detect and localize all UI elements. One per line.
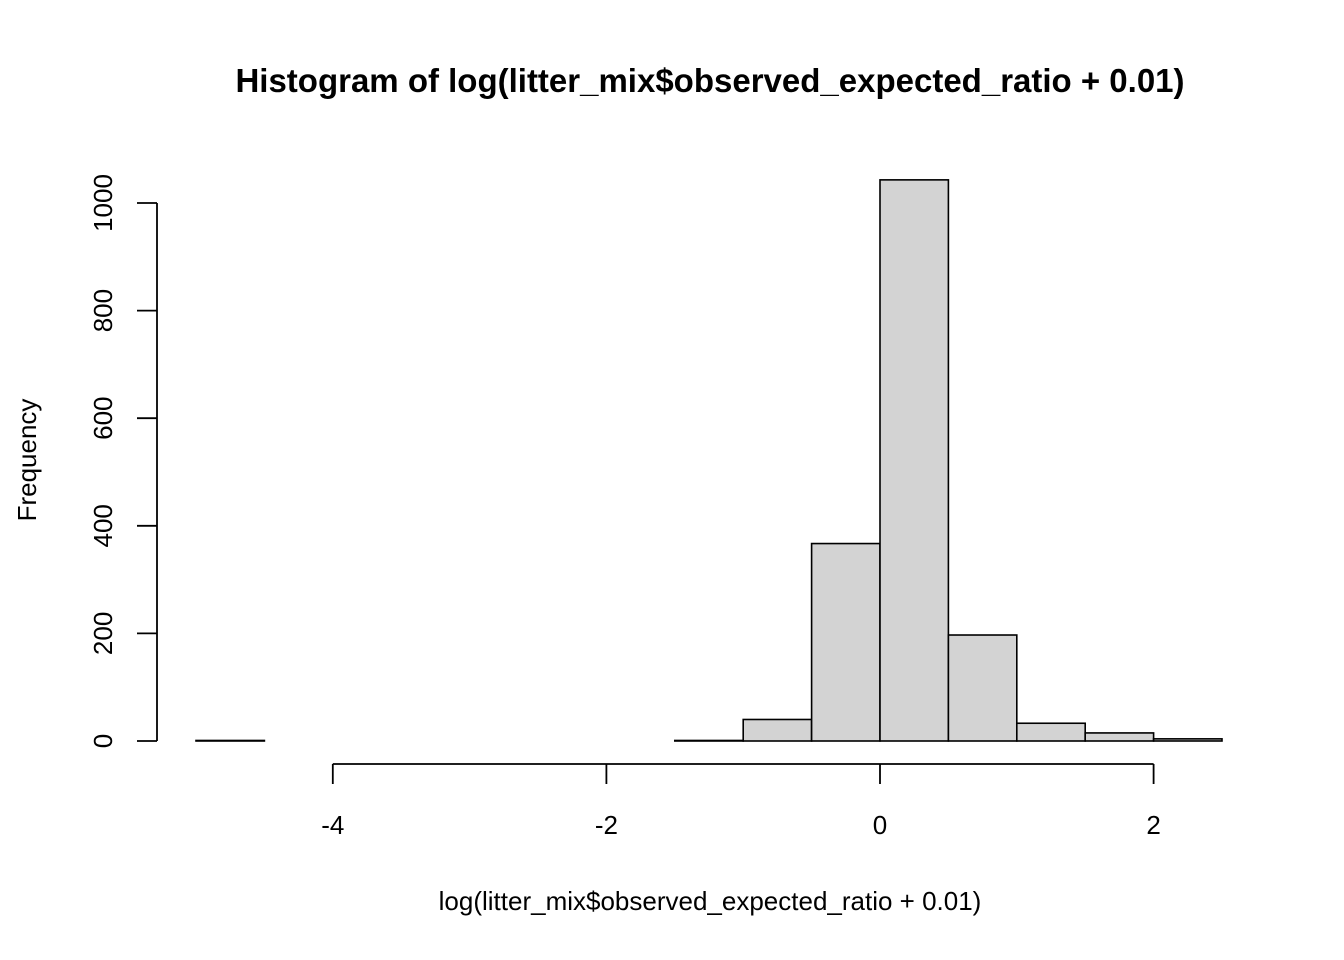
x-tick-label: 0 — [873, 810, 887, 840]
histogram-bar — [742, 718, 813, 742]
y-tick-label: 200 — [88, 612, 118, 655]
y-tick-label: 400 — [88, 504, 118, 547]
y-tick-label: 1000 — [88, 174, 118, 232]
x-tick-label: -4 — [321, 810, 344, 840]
y-tick-label: 600 — [88, 397, 118, 440]
y-axis: 0 200 400 600 800 1000 — [88, 174, 158, 748]
y-tick-label: 800 — [88, 289, 118, 332]
histogram-bar — [195, 739, 266, 742]
x-tick-label: 2 — [1146, 810, 1160, 840]
histogram-bar — [810, 542, 881, 742]
x-axis-label: log(litter_mix$observed_expected_ratio +… — [439, 886, 982, 916]
bars-group — [195, 179, 1223, 742]
histogram-bar — [1152, 738, 1223, 742]
histogram-bar — [673, 739, 744, 742]
x-tick-label: -2 — [595, 810, 618, 840]
x-axis: -4 -2 0 2 — [321, 763, 1161, 840]
histogram-bar — [947, 634, 1018, 742]
chart-title: Histogram of log(litter_mix$observed_exp… — [235, 62, 1184, 99]
y-tick-label: 0 — [88, 734, 118, 748]
histogram-bar — [879, 179, 950, 742]
y-axis-label: Frequency — [12, 399, 42, 522]
histogram-bar — [1015, 722, 1086, 742]
histogram-bar — [1084, 732, 1155, 742]
